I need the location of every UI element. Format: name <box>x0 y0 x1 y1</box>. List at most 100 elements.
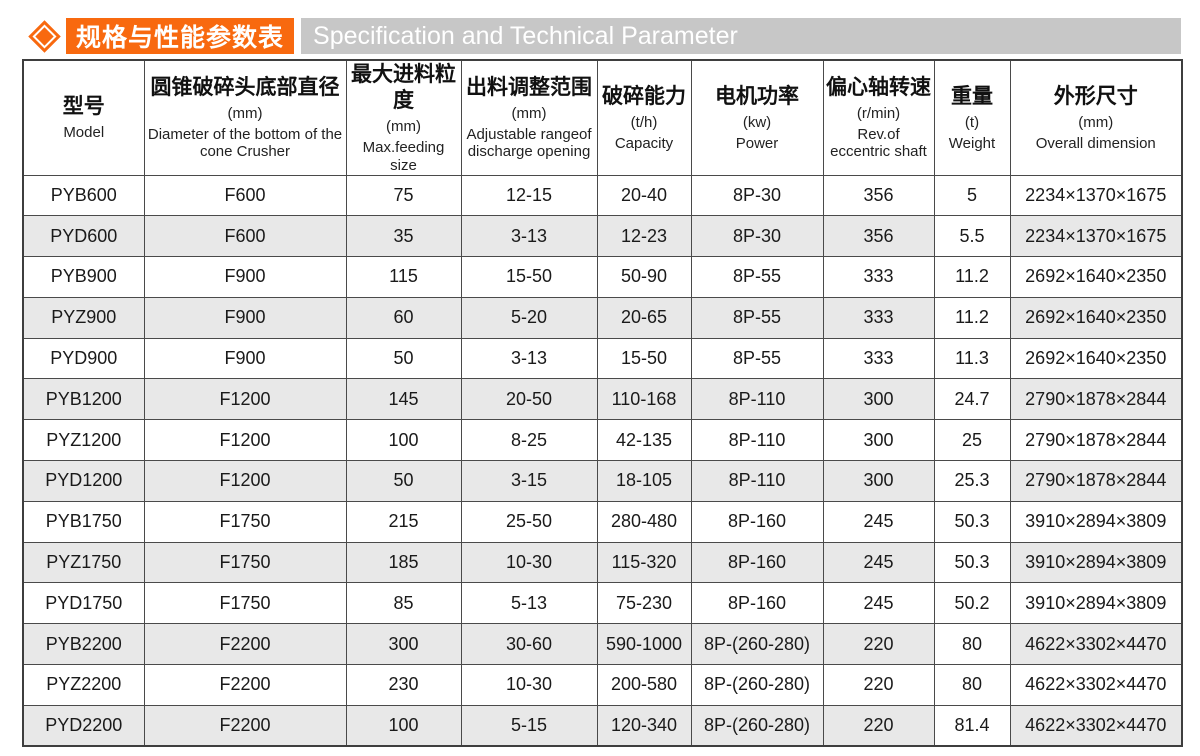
column-unit: (t/h) <box>630 113 658 131</box>
table-cell: 2692×1640×2350 <box>1009 337 1183 380</box>
table-cell: 8P-(260-280) <box>690 623 824 666</box>
table-cell: 42-135 <box>596 419 692 462</box>
column-title-zh: 圆锥破碎头底部直径 <box>150 75 340 99</box>
column-header-3: 出料调整范围 (mm) Adjustable rangeof discharge o… <box>460 59 598 176</box>
column-title-en: Capacity <box>614 134 674 152</box>
table-cell: 8-25 <box>460 419 598 462</box>
column-title-zh: 出料调整范围 <box>466 75 592 99</box>
table-cell: PYB900 <box>22 256 145 298</box>
table-cell: 3910×2894×3809 <box>1009 500 1183 543</box>
table-cell: F900 <box>143 337 347 380</box>
table-row: PYD1750 F1750 85 5-13 75-230 8P-160 245 50.2 391… <box>22 582 1183 625</box>
table-cell: 220 <box>822 623 935 666</box>
column-unit: (r/min) <box>856 105 901 123</box>
table-cell: 2790×1878×2844 <box>1009 378 1183 421</box>
table-cell: PYB1750 <box>22 500 145 543</box>
column-title-en: Diameter of the bottom of the cone Crush… <box>147 126 343 161</box>
table-cell: 20-65 <box>596 296 692 339</box>
diamond-icon <box>22 18 66 54</box>
table-cell: 245 <box>822 500 935 543</box>
table-row: PYD1200 F1200 50 3-15 18-105 8P-110 300 25.3 279… <box>22 460 1183 502</box>
spec-table: 型号 Model 圆锥破碎头底部直径 (mm) Diameter of the bott… <box>22 59 1183 748</box>
table-cell: 50.2 <box>933 582 1011 625</box>
table-cell: 300 <box>822 419 935 462</box>
table-cell: 300 <box>822 460 935 502</box>
table-cell: 115 <box>345 256 462 298</box>
column-unit: (kw) <box>742 113 772 131</box>
table-cell: 8P-110 <box>690 378 824 421</box>
table-cell: 356 <box>822 215 935 258</box>
table-cell: 8P-160 <box>690 541 824 584</box>
table-cell: PYB1200 <box>22 378 145 421</box>
table-cell: 8P-110 <box>690 460 824 502</box>
table-cell: 75 <box>345 174 462 217</box>
table-cell: 100 <box>345 419 462 462</box>
table-cell: 245 <box>822 541 935 584</box>
column-unit: (t) <box>964 113 980 131</box>
table-cell: 50-90 <box>596 256 692 298</box>
section-banner: 规格与性能参数表 Specification and Technical Par… <box>22 18 1181 54</box>
column-title-en: Model <box>63 124 105 142</box>
table-cell: 10-30 <box>460 664 598 706</box>
table-cell: 8P-55 <box>690 256 824 298</box>
table-cell: F600 <box>143 174 347 217</box>
column-header-4: 破碎能力 (t/h) Capacity <box>596 59 692 176</box>
column-unit: (mm) <box>386 118 421 136</box>
table-cell: 100 <box>345 704 462 747</box>
table-cell: PYZ2200 <box>22 664 145 706</box>
table-cell: PYB600 <box>22 174 145 217</box>
table-cell: 145 <box>345 378 462 421</box>
table-cell: 12-23 <box>596 215 692 258</box>
column-unit: (mm) <box>227 105 263 123</box>
section-title-zh: 规格与性能参数表 <box>66 18 295 54</box>
table-cell: 356 <box>822 174 935 217</box>
table-row: PYD2200 F2200 100 5-15 120-340 8P-(260-280) 22… <box>22 704 1183 747</box>
table-cell: 15-50 <box>596 337 692 380</box>
table-cell: 8P-(260-280) <box>690 664 824 706</box>
table-row: PYB900 F900 115 15-50 50-90 8P-55 333 11.2 2692×… <box>22 256 1183 298</box>
table-cell: PYZ900 <box>22 296 145 339</box>
column-title-zh: 偏心轴转速 <box>826 75 931 99</box>
table-cell: 25-50 <box>460 500 598 543</box>
column-header-8: 外形尺寸 (mm) Overall dimension <box>1009 59 1183 176</box>
table-cell: 220 <box>822 664 935 706</box>
table-row: PYD900 F900 50 3-13 15-50 8P-55 333 11.3 2692×16… <box>22 337 1183 380</box>
table-cell: F1750 <box>143 541 347 584</box>
table-cell: 300 <box>345 623 462 666</box>
column-title-zh: 外形尺寸 <box>1053 84 1138 108</box>
table-cell: PYZ1200 <box>22 419 145 462</box>
table-cell: F2200 <box>143 704 347 747</box>
table-cell: 4622×3302×4470 <box>1009 664 1183 706</box>
table-cell: 11.2 <box>933 296 1011 339</box>
table-cell: 10-30 <box>460 541 598 584</box>
table-cell: 8P-160 <box>690 582 824 625</box>
table-cell: 5 <box>933 174 1011 217</box>
table-row: PYZ2200 F2200 230 10-30 200-580 8P-(260-280) 2… <box>22 664 1183 706</box>
table-cell: 300 <box>822 378 935 421</box>
table-cell: 80 <box>933 664 1011 706</box>
column-header-6: 偏心轴转速 (r/min) Rev.of eccentric shaft <box>822 59 935 176</box>
table-cell: 590-1000 <box>596 623 692 666</box>
table-cell: F2200 <box>143 664 347 706</box>
table-row: PYB1750 F1750 215 25-50 280-480 8P-160 245 50.3… <box>22 500 1183 543</box>
table-cell: 75-230 <box>596 582 692 625</box>
table-row: PYB1200 F1200 145 20-50 110-168 8P-110 300 24.7… <box>22 378 1183 421</box>
table-cell: F1750 <box>143 500 347 543</box>
table-cell: 25 <box>933 419 1011 462</box>
table-row: PYB600 F600 75 12-15 20-40 8P-30 356 5 2234×1370… <box>22 174 1183 217</box>
table-cell: 50.3 <box>933 541 1011 584</box>
table-cell: 333 <box>822 296 935 339</box>
table-row: PYZ900 F900 60 5-20 20-65 8P-55 333 11.2 2692×16… <box>22 296 1183 339</box>
column-title-zh: 型号 <box>62 95 105 118</box>
column-title-zh: 电机功率 <box>715 84 799 108</box>
table-cell: 8P-30 <box>690 215 824 258</box>
table-cell: 3910×2894×3809 <box>1009 541 1183 584</box>
table-cell: 15-50 <box>460 256 598 298</box>
column-title-zh: 重量 <box>951 84 993 108</box>
table-cell: 85 <box>345 582 462 625</box>
table-cell: 4622×3302×4470 <box>1009 623 1183 666</box>
table-cell: 3-13 <box>460 337 598 380</box>
table-cell: 8P-110 <box>690 419 824 462</box>
table-cell: 230 <box>345 664 462 706</box>
table-cell: 5-20 <box>460 296 598 339</box>
